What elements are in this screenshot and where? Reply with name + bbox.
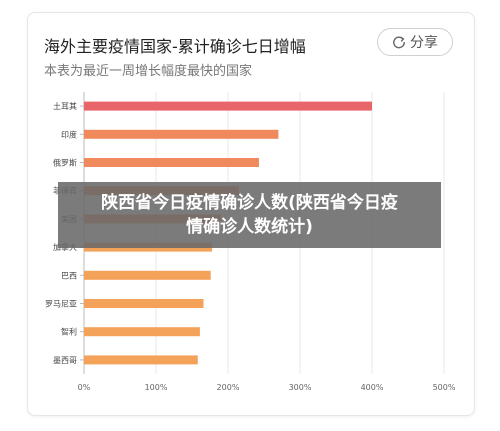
category-label: 印度 (61, 129, 77, 139)
share-icon (393, 36, 405, 49)
x-tick-label: 0% (78, 383, 91, 392)
x-tick-label: 400% (361, 383, 384, 392)
bar-2[interactable] (84, 158, 259, 167)
bar-9[interactable] (84, 355, 198, 365)
category-label: 俄罗斯 (53, 158, 77, 168)
share-label: 分享 (410, 35, 438, 51)
x-tick-label: 300% (289, 383, 312, 392)
bar-7[interactable] (84, 299, 204, 308)
headline-overlay: 陕西省今日疫情确诊人数(陕西省今日疫情确诊人数统计) (58, 182, 441, 248)
category-label: 智利 (61, 327, 77, 337)
card-title: 海外主要疫情国家-累计确诊七日增幅 (44, 37, 306, 56)
category-label: 罗马尼亚 (45, 300, 77, 309)
x-tick-label: 100% (145, 383, 168, 392)
x-tick-label: 500% (433, 383, 456, 392)
bar-6[interactable] (84, 270, 211, 280)
bar-1[interactable] (84, 129, 279, 139)
category-label: 巴西 (61, 271, 77, 280)
category-label: 墨西哥 (53, 356, 77, 365)
x-tick-label: 200% (217, 383, 240, 392)
bar-0[interactable] (84, 101, 372, 111)
card-subtitle: 本表为最近一周增长幅度最快的国家 (44, 64, 253, 79)
category-label: 土耳其 (53, 101, 77, 111)
share-button[interactable]: 分享 (377, 28, 453, 56)
overlay-text: 陕西省今日疫情确诊人数(陕西省今日疫情确诊人数统计) (101, 193, 398, 237)
bar-8[interactable] (84, 327, 200, 337)
